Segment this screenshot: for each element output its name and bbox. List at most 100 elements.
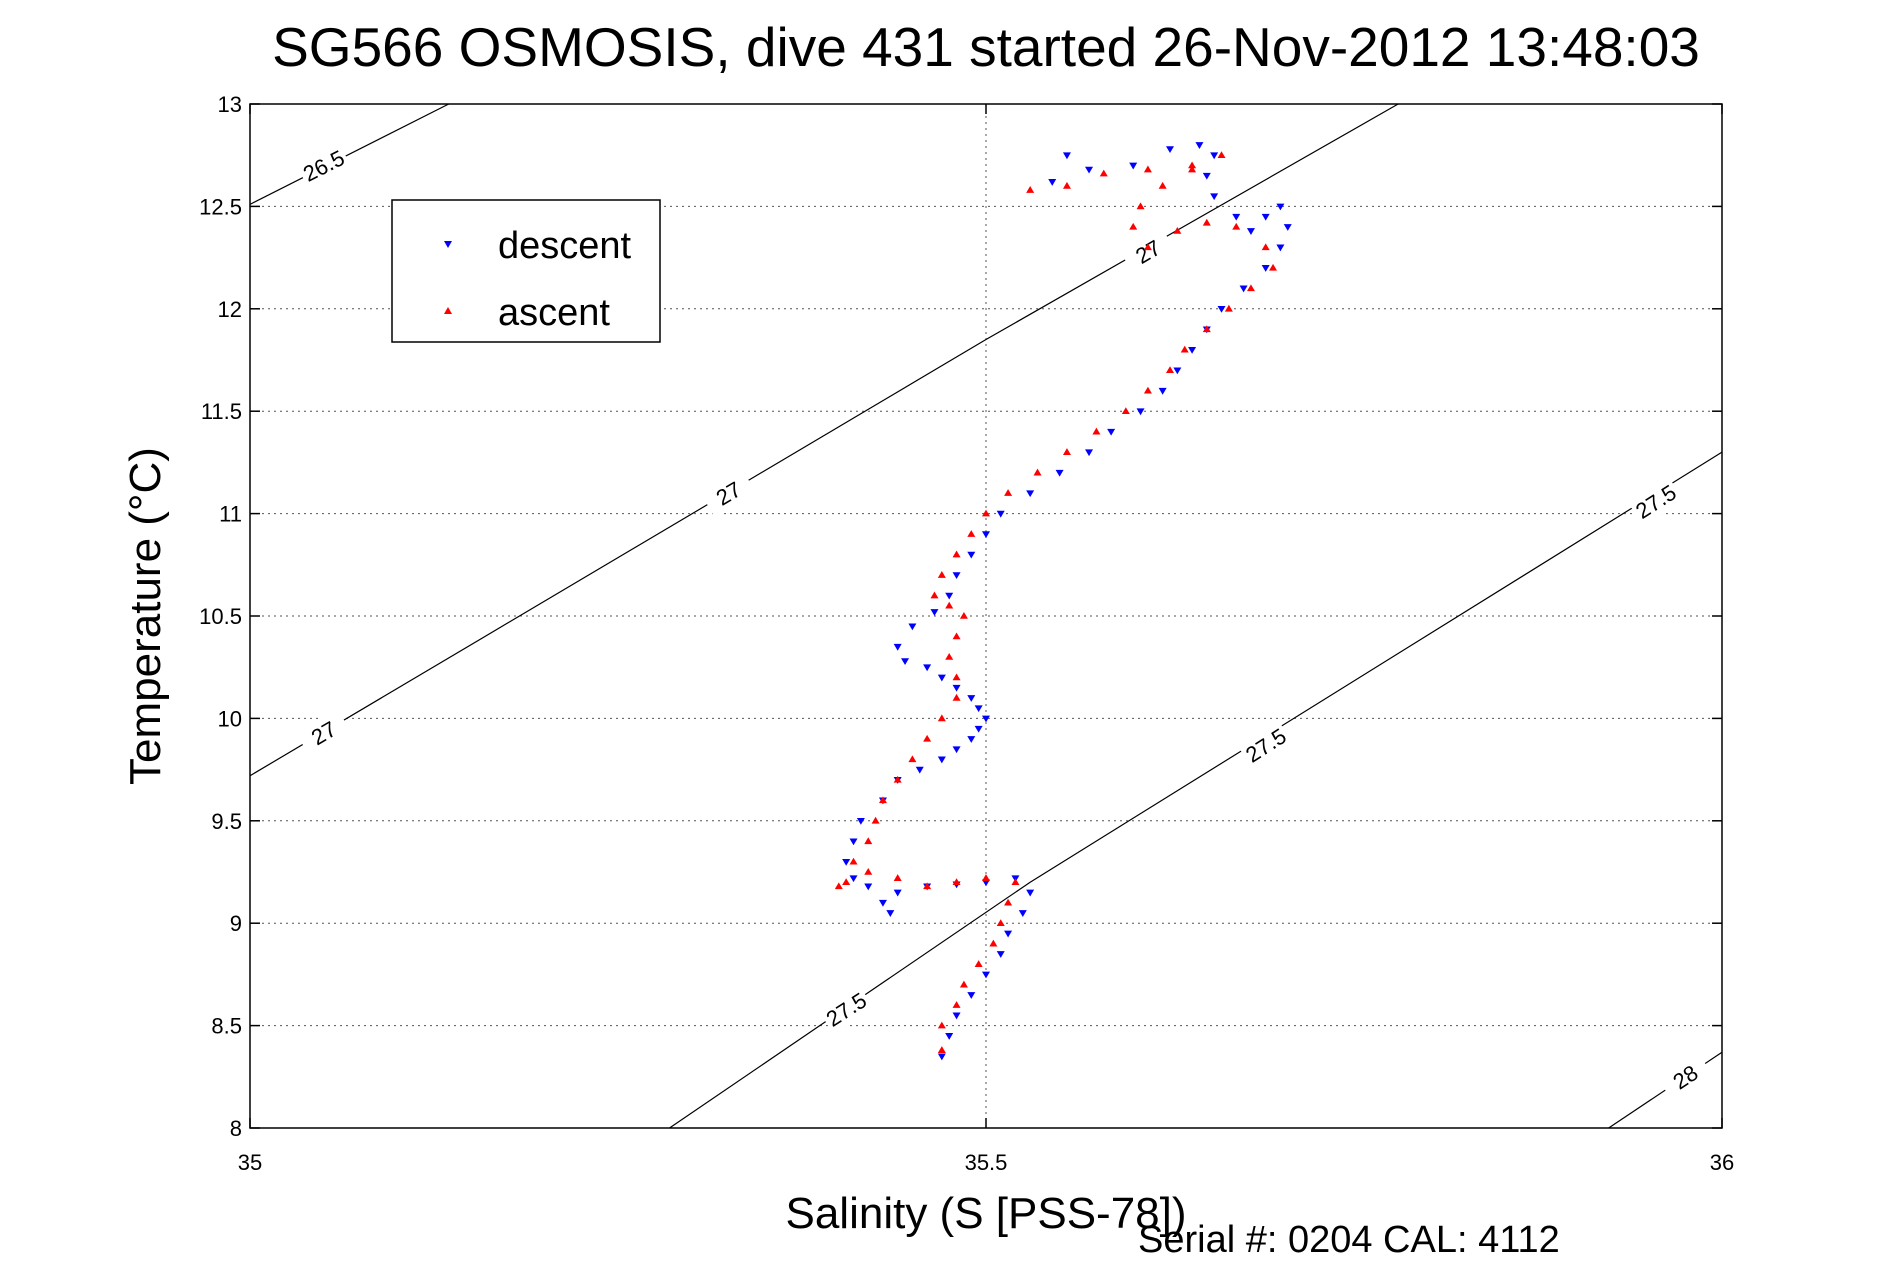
descent-point xyxy=(1026,490,1035,498)
descent-point xyxy=(1188,346,1197,354)
contour-line xyxy=(249,103,1399,777)
ascent-point xyxy=(1136,202,1145,210)
ascent-point xyxy=(878,796,887,804)
descent-point xyxy=(1085,449,1094,457)
ascent-point xyxy=(893,775,902,783)
descent-point xyxy=(893,889,902,897)
descent-point xyxy=(982,971,990,979)
y-tick-label: 10 xyxy=(218,706,242,731)
descent-point xyxy=(974,725,983,733)
ascent-point xyxy=(1202,325,1211,333)
descent-point xyxy=(974,705,983,713)
series-points xyxy=(834,142,1292,1061)
ascent-point xyxy=(952,632,961,640)
y-tick-label: 13 xyxy=(218,92,242,117)
descent-point xyxy=(967,551,976,559)
descent-point xyxy=(1062,152,1071,160)
ascent-point xyxy=(967,530,976,537)
descent-point xyxy=(945,592,954,600)
x-tick-label: 35 xyxy=(238,1150,262,1175)
y-tick-label: 9.5 xyxy=(211,809,242,834)
ascent-point xyxy=(1062,181,1071,189)
ascent-point xyxy=(982,509,990,517)
descent-point xyxy=(864,883,873,891)
contour-label-bg xyxy=(1237,720,1294,770)
ascent-point xyxy=(1099,169,1108,177)
descent-point xyxy=(1261,213,1270,221)
ascent-point xyxy=(1202,218,1211,226)
ascent-point xyxy=(1261,243,1270,251)
descent-point xyxy=(1048,179,1057,186)
ascent-point xyxy=(1188,165,1197,173)
descent-point xyxy=(908,623,917,631)
contour-label-bg xyxy=(1120,227,1176,276)
legend-label-descent: descent xyxy=(498,225,632,267)
ascent-point xyxy=(842,878,851,886)
y-tick-label: 9 xyxy=(230,911,242,936)
y-tick-label: 8 xyxy=(230,1116,242,1141)
descent-point xyxy=(849,838,858,846)
descent-point xyxy=(952,684,961,692)
contour-line xyxy=(669,451,1723,1129)
ascent-point xyxy=(952,693,961,701)
legend-marker-descent xyxy=(444,241,452,248)
descent-point xyxy=(915,766,924,774)
ascent-point xyxy=(1269,263,1278,271)
y-tick-label: 8.5 xyxy=(211,1014,242,1039)
descent-point xyxy=(1276,203,1285,211)
descent-point xyxy=(1004,930,1013,938)
descent-point xyxy=(1217,306,1226,313)
ascent-point xyxy=(959,612,968,619)
ascent-point xyxy=(989,939,998,947)
descent-point xyxy=(878,899,887,907)
descent-point xyxy=(1283,224,1292,231)
descent-point xyxy=(1158,387,1167,395)
ascent-point xyxy=(1004,898,1013,906)
descent-point xyxy=(982,715,990,723)
descent-point xyxy=(1026,889,1035,897)
ascent-point xyxy=(952,673,961,681)
descent-point xyxy=(1055,469,1064,477)
contour-label-bg xyxy=(818,984,874,1034)
x-axis: 35 35.5 36 xyxy=(238,104,1734,1175)
ascent-point xyxy=(982,874,990,881)
ascent-point xyxy=(864,837,873,845)
descent-point xyxy=(996,510,1005,518)
ascent-point xyxy=(1143,165,1152,173)
ascent-point xyxy=(974,960,983,967)
descent-point xyxy=(842,858,851,866)
ascent-point xyxy=(1129,222,1138,230)
descent-point xyxy=(930,609,939,616)
legend-label-ascent: ascent xyxy=(498,292,610,334)
ascent-point xyxy=(930,591,939,599)
y-tick-label: 11.5 xyxy=(201,399,242,424)
descent-point xyxy=(982,531,990,539)
descent-point xyxy=(952,572,961,580)
descent-point xyxy=(952,746,961,754)
descent-point xyxy=(1261,265,1270,272)
descent-point xyxy=(996,951,1005,958)
descent-point xyxy=(967,736,976,743)
descent-point xyxy=(1276,244,1285,252)
descent-point xyxy=(1195,142,1204,149)
descent-point xyxy=(1232,213,1241,221)
ascent-point xyxy=(923,882,932,890)
ascent-point xyxy=(959,980,968,988)
descent-point xyxy=(937,674,946,682)
legend-marker-ascent xyxy=(444,307,452,314)
descent-point xyxy=(1136,408,1145,416)
ascent-point xyxy=(834,882,843,890)
ascent-point xyxy=(937,1021,946,1029)
descent-point xyxy=(886,910,895,917)
ascent-point xyxy=(1121,407,1130,414)
descent-point xyxy=(893,643,902,651)
descent-point xyxy=(967,695,976,702)
descent-point xyxy=(901,658,910,666)
ascent-point xyxy=(1004,489,1013,496)
descent-point xyxy=(1210,152,1219,160)
contour-label-bg xyxy=(1628,476,1684,527)
descent-point xyxy=(1210,193,1219,201)
x-tick-label: 36 xyxy=(1710,1150,1734,1175)
legend: descent ascent xyxy=(391,199,661,343)
ascent-point xyxy=(1224,304,1233,312)
